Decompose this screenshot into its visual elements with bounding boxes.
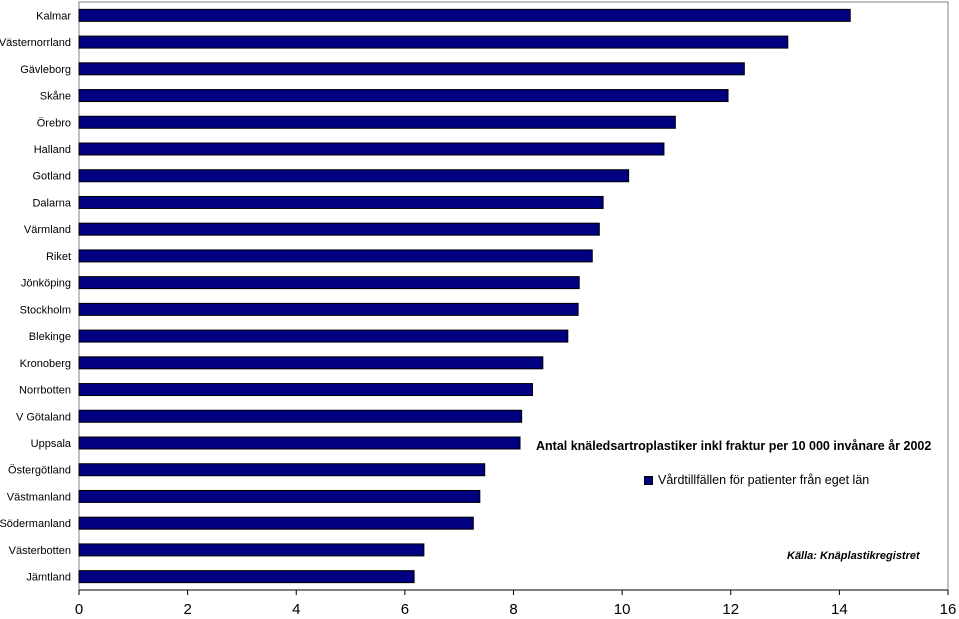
bar-värmland [78, 222, 600, 236]
category-label: Norrbotten [19, 385, 71, 397]
category-label: Västmanland [7, 491, 71, 503]
x-tick-label: 10 [614, 601, 631, 618]
x-tick-label: 8 [509, 601, 517, 618]
legend-label: Vårdtillfällen för patienter från eget l… [658, 473, 870, 487]
bar-blekinge [78, 329, 569, 343]
bar-skåne [78, 89, 729, 103]
category-label: Dalarna [32, 197, 71, 209]
category-label: V Götaland [16, 411, 71, 423]
legend-swatch [644, 475, 653, 485]
category-label: Blekinge [29, 331, 71, 343]
bar-örebro [78, 115, 676, 129]
bar-västerbotten [78, 543, 425, 557]
x-tick-label: 0 [75, 601, 83, 618]
bar-uppsala [78, 436, 521, 450]
category-label: Stockholm [20, 304, 71, 316]
category-label: Riket [46, 251, 71, 263]
x-tick-label: 4 [292, 601, 300, 618]
bar-stockholm [78, 302, 579, 316]
bar-riket [78, 249, 593, 263]
category-label: Västerbotten [9, 545, 71, 557]
x-tick-label: 16 [940, 601, 957, 618]
bar-kalmar [78, 8, 851, 22]
category-label: Örebro [37, 117, 71, 129]
bar-västernorrland [78, 35, 789, 49]
legend: Vårdtillfällen för patienter från eget l… [644, 473, 869, 487]
category-label: Jönköping [21, 278, 71, 290]
x-axis: 0 2 4 6 8 10 12 14 16 [75, 589, 957, 618]
chart-title: Antal knäledsartroplastiker inkl fraktur… [536, 439, 932, 453]
bars-group [78, 8, 851, 584]
bar-gotland [78, 169, 630, 183]
bar-östergötland [78, 463, 486, 477]
category-label: Kalmar [36, 10, 71, 22]
category-label: Jämtland [26, 572, 71, 584]
category-label: Södermanland [0, 518, 71, 530]
bar-dalarna [78, 195, 604, 209]
x-tick-label: 12 [722, 601, 739, 618]
bar-norrbotten [78, 383, 534, 397]
source-note: Källa: Knäplastikregistret [787, 550, 920, 562]
x-tick-label: 14 [831, 601, 848, 618]
bar-v-götaland [78, 409, 523, 423]
bar-halland [78, 142, 665, 156]
category-label: Skåne [40, 91, 71, 103]
category-label: Gävleborg [20, 64, 71, 76]
x-tick-label: 6 [401, 601, 409, 618]
category-label: Halland [34, 144, 71, 156]
bar-västmanland [78, 489, 481, 503]
category-label: Västernorrland [0, 37, 71, 49]
x-tick-label: 2 [183, 601, 191, 618]
category-label: Östergötland [8, 465, 71, 477]
category-labels: Kalmar Västernorrland Gävleborg Skåne Örebro… [0, 10, 72, 583]
category-label: Gotland [32, 171, 71, 183]
category-label: Värmland [24, 224, 71, 236]
bar-gävleborg [78, 62, 745, 76]
bar-jönköping [78, 276, 580, 290]
bar-kronoberg [78, 356, 544, 370]
bar-södermanland [78, 516, 474, 530]
category-label: Kronoberg [20, 358, 71, 370]
bar-jämtland [78, 570, 415, 584]
category-label: Uppsala [31, 438, 72, 450]
